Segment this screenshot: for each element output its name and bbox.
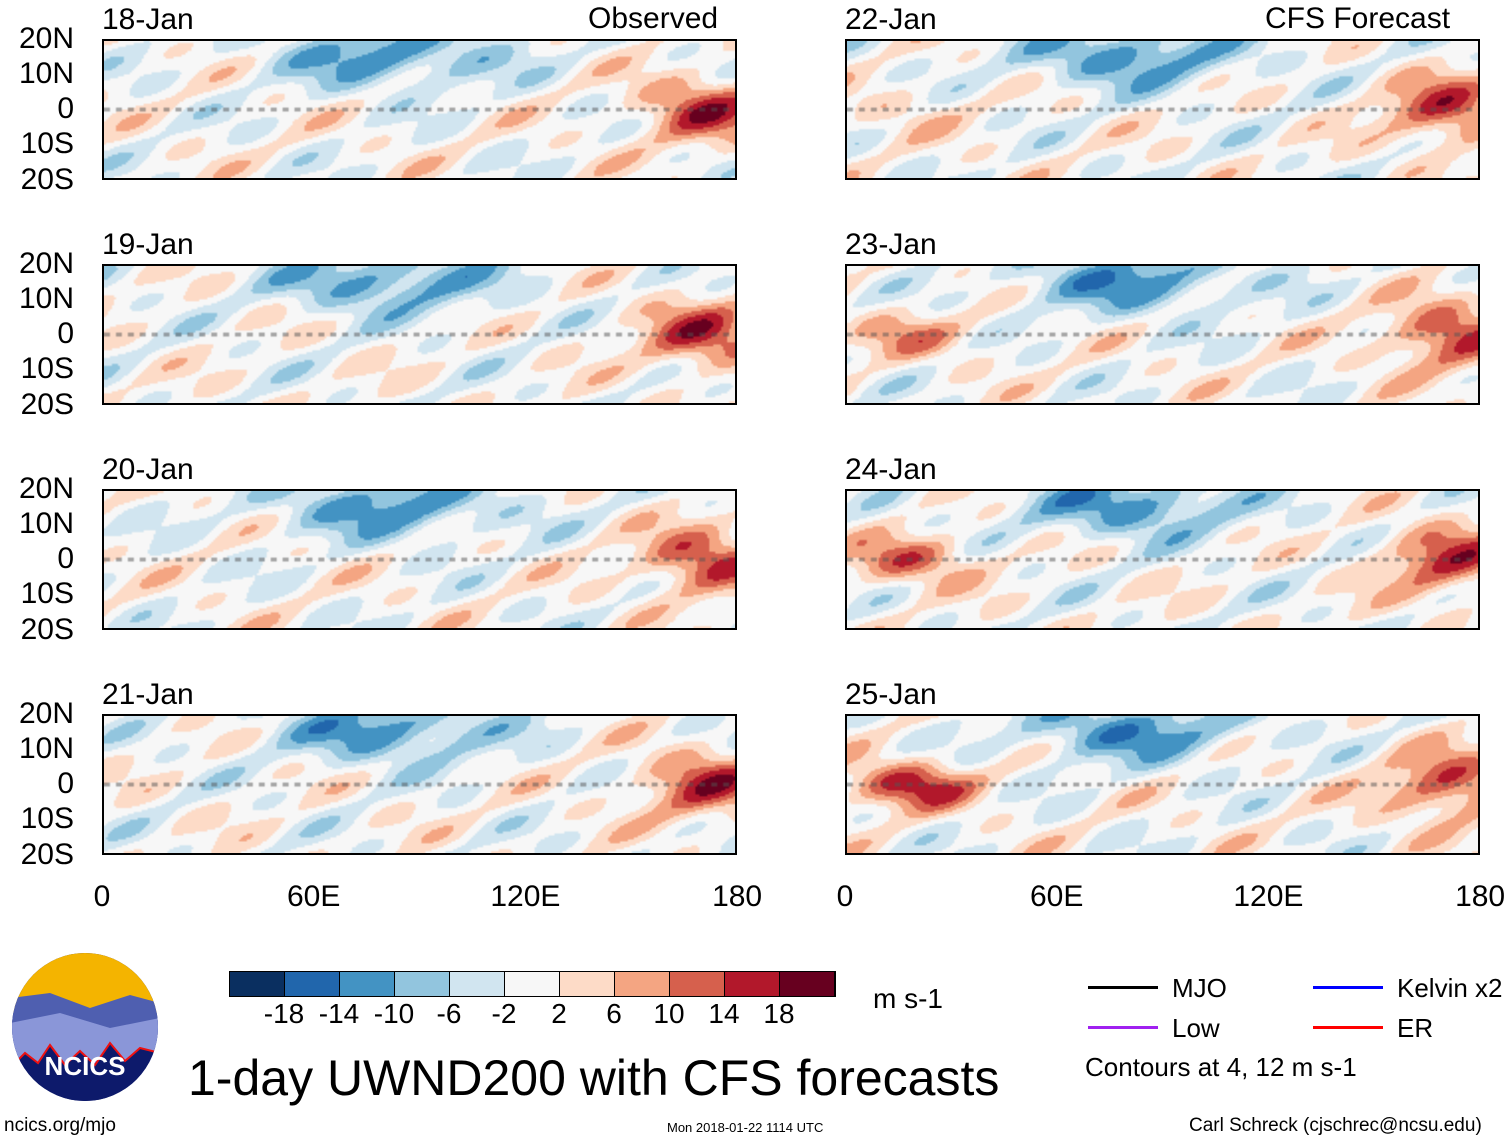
- colorbar-label: -6: [436, 998, 462, 1029]
- legend-line: [1088, 986, 1158, 989]
- lat-label: 0: [57, 542, 74, 575]
- panel-date: 25-Jan: [845, 678, 937, 711]
- lon-label: 120E: [1233, 880, 1304, 913]
- colorbar-swatch: [395, 972, 450, 996]
- source-url[interactable]: ncics.org/mjo: [4, 1115, 116, 1136]
- lat-label: 10S: [20, 127, 74, 160]
- lat-label: 0: [57, 767, 74, 800]
- panel-date: 20-Jan: [102, 453, 194, 486]
- lat-label: 20S: [20, 163, 74, 196]
- map-panel: [845, 39, 1480, 180]
- panel-date: 19-Jan: [102, 228, 194, 261]
- uwnd-field: [847, 41, 1478, 178]
- uwnd-field: [104, 491, 735, 628]
- colorbar: [229, 971, 836, 997]
- panel-date: 23-Jan: [845, 228, 937, 261]
- map-panel: [102, 39, 737, 180]
- map-panel: [102, 714, 737, 855]
- units-label: m s-1: [873, 983, 943, 1014]
- uwnd-field: [104, 716, 735, 853]
- colorbar-label: 14: [708, 998, 740, 1029]
- legend-label: ER: [1397, 1013, 1434, 1043]
- contour-note: Contours at 4, 12 m s-1: [1085, 1052, 1357, 1082]
- lat-label: 0: [57, 317, 74, 350]
- legend-label: Low: [1172, 1013, 1220, 1043]
- colorbar-swatch: [725, 972, 780, 996]
- lat-label: 20N: [18, 247, 74, 280]
- lat-label: 10N: [18, 57, 74, 90]
- lon-label: 180: [712, 880, 763, 913]
- colorbar-swatch: [505, 972, 560, 996]
- map-panel: [102, 489, 737, 630]
- lat-label: 10S: [20, 802, 74, 835]
- legend-line: [1088, 1026, 1158, 1029]
- observed-label: Observed: [588, 2, 719, 35]
- lat-label: 20N: [18, 22, 74, 55]
- lat-label: 20S: [20, 838, 74, 871]
- lon-label: 60E: [1029, 880, 1084, 913]
- lon-label: 180: [1455, 880, 1506, 913]
- lon-label: 60E: [286, 880, 341, 913]
- panel-date: 21-Jan: [102, 678, 194, 711]
- forecast-label: CFS Forecast: [1265, 2, 1451, 35]
- lon-label: 120E: [490, 880, 561, 913]
- logo-text: NCICS: [45, 1051, 126, 1081]
- colorbar-label: 6: [606, 998, 622, 1029]
- map-panel: [845, 714, 1480, 855]
- legend-label: Kelvin x2: [1397, 973, 1503, 1003]
- legend-label: MJO: [1172, 973, 1227, 1003]
- panel-date: 24-Jan: [845, 453, 937, 486]
- colorbar-swatch: [560, 972, 615, 996]
- lon-label: 0: [836, 880, 854, 913]
- ncics-logo: NCICS: [12, 953, 158, 1101]
- colorbar-label: 18: [763, 998, 795, 1029]
- uwnd-field: [104, 266, 735, 403]
- colorbar-label: -18: [263, 998, 305, 1029]
- colorbar-swatch: [230, 972, 285, 996]
- lat-label: 10S: [20, 577, 74, 610]
- timestamp: Mon 2018-01-22 1114 UTC: [667, 1120, 824, 1135]
- lon-label: 0: [93, 880, 111, 913]
- uwnd-field: [104, 41, 735, 178]
- map-panel: [845, 264, 1480, 405]
- lat-label: 10N: [18, 507, 74, 540]
- legend-line: [1313, 1026, 1383, 1029]
- colorbar-swatch: [670, 972, 725, 996]
- uwnd-field: [847, 716, 1478, 853]
- colorbar-swatch: [340, 972, 395, 996]
- figure-title: 1-day UWND200 with CFS forecasts: [188, 1050, 1000, 1106]
- lat-label: 0: [57, 92, 74, 125]
- colorbar-label: 2: [551, 998, 567, 1029]
- author-credit: Carl Schreck (cjschrec@ncsu.edu): [1189, 1115, 1482, 1136]
- colorbar-swatch: [285, 972, 340, 996]
- colorbar-label: 10: [653, 998, 685, 1029]
- colorbar-label: -2: [491, 998, 517, 1029]
- legend-line: [1313, 986, 1383, 989]
- map-panel: [845, 489, 1480, 630]
- lat-label: 20S: [20, 613, 74, 646]
- lat-label: 10N: [18, 732, 74, 765]
- map-panel: [102, 264, 737, 405]
- lat-label: 20S: [20, 388, 74, 421]
- colorbar-swatch: [615, 972, 670, 996]
- panel-date: 22-Jan: [845, 3, 937, 36]
- colorbar-label: -10: [373, 998, 415, 1029]
- lat-label: 10N: [18, 282, 74, 315]
- lat-label: 10S: [20, 352, 74, 385]
- colorbar-swatch: [780, 972, 835, 996]
- lat-label: 20N: [18, 472, 74, 505]
- colorbar-swatch: [450, 972, 505, 996]
- uwnd-field: [847, 491, 1478, 628]
- uwnd-field: [847, 266, 1478, 403]
- panel-date: 18-Jan: [102, 3, 194, 36]
- colorbar-label: -14: [318, 998, 360, 1029]
- lat-label: 20N: [18, 697, 74, 730]
